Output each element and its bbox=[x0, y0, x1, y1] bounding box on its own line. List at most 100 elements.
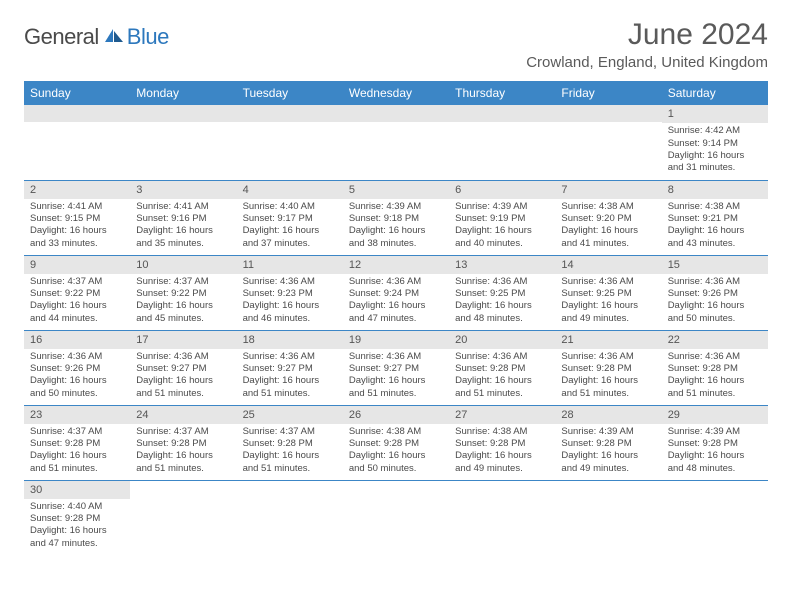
daylight-text-2: and 40 minutes. bbox=[455, 238, 549, 250]
calendar-day-cell: 16Sunrise: 4:36 AMSunset: 9:26 PMDayligh… bbox=[24, 330, 130, 405]
sunset-text: Sunset: 9:21 PM bbox=[668, 213, 762, 225]
day-details: Sunrise: 4:39 AMSunset: 9:28 PMDaylight:… bbox=[662, 424, 768, 479]
calendar-day-cell: 24Sunrise: 4:37 AMSunset: 9:28 PMDayligh… bbox=[130, 405, 236, 480]
sunset-text: Sunset: 9:19 PM bbox=[455, 213, 549, 225]
sunrise-text: Sunrise: 4:36 AM bbox=[349, 351, 443, 363]
weekday-header-row: Sunday Monday Tuesday Wednesday Thursday… bbox=[24, 81, 768, 105]
sunset-text: Sunset: 9:14 PM bbox=[668, 138, 762, 150]
sunrise-text: Sunrise: 4:40 AM bbox=[30, 501, 124, 513]
day-number bbox=[24, 105, 130, 122]
sunset-text: Sunset: 9:25 PM bbox=[561, 288, 655, 300]
day-number: 26 bbox=[343, 406, 449, 424]
weekday-header: Thursday bbox=[449, 81, 555, 105]
sunset-text: Sunset: 9:23 PM bbox=[243, 288, 337, 300]
day-number: 6 bbox=[449, 181, 555, 199]
sunset-text: Sunset: 9:20 PM bbox=[561, 213, 655, 225]
weekday-header: Friday bbox=[555, 81, 661, 105]
daylight-text-1: Daylight: 16 hours bbox=[30, 525, 124, 537]
day-number: 16 bbox=[24, 331, 130, 349]
day-details: Sunrise: 4:41 AMSunset: 9:16 PMDaylight:… bbox=[130, 199, 236, 254]
day-details: Sunrise: 4:40 AMSunset: 9:28 PMDaylight:… bbox=[24, 499, 130, 554]
calendar-day-cell: 14Sunrise: 4:36 AMSunset: 9:25 PMDayligh… bbox=[555, 255, 661, 330]
calendar-week-row: 23Sunrise: 4:37 AMSunset: 9:28 PMDayligh… bbox=[24, 405, 768, 480]
calendar-day-cell: 6Sunrise: 4:39 AMSunset: 9:19 PMDaylight… bbox=[449, 180, 555, 255]
calendar-day-cell: 26Sunrise: 4:38 AMSunset: 9:28 PMDayligh… bbox=[343, 405, 449, 480]
sunrise-text: Sunrise: 4:37 AM bbox=[136, 276, 230, 288]
sunset-text: Sunset: 9:22 PM bbox=[136, 288, 230, 300]
day-details: Sunrise: 4:36 AMSunset: 9:23 PMDaylight:… bbox=[237, 274, 343, 329]
calendar-week-row: 1Sunrise: 4:42 AMSunset: 9:14 PMDaylight… bbox=[24, 105, 768, 180]
day-number: 4 bbox=[237, 181, 343, 199]
calendar-day-cell bbox=[24, 105, 130, 180]
calendar-day-cell: 3Sunrise: 4:41 AMSunset: 9:16 PMDaylight… bbox=[130, 180, 236, 255]
day-details: Sunrise: 4:37 AMSunset: 9:22 PMDaylight:… bbox=[24, 274, 130, 329]
brand-part2: Blue bbox=[127, 24, 169, 50]
daylight-text-1: Daylight: 16 hours bbox=[243, 375, 337, 387]
day-number: 29 bbox=[662, 406, 768, 424]
brand-logo: General Blue bbox=[24, 18, 169, 50]
day-details: Sunrise: 4:36 AMSunset: 9:28 PMDaylight:… bbox=[555, 349, 661, 404]
day-number: 5 bbox=[343, 181, 449, 199]
daylight-text-2: and 47 minutes. bbox=[349, 313, 443, 325]
day-details: Sunrise: 4:37 AMSunset: 9:22 PMDaylight:… bbox=[130, 274, 236, 329]
day-number: 17 bbox=[130, 331, 236, 349]
day-details: Sunrise: 4:38 AMSunset: 9:28 PMDaylight:… bbox=[343, 424, 449, 479]
sunset-text: Sunset: 9:16 PM bbox=[136, 213, 230, 225]
calendar-day-cell: 29Sunrise: 4:39 AMSunset: 9:28 PMDayligh… bbox=[662, 405, 768, 480]
daylight-text-1: Daylight: 16 hours bbox=[349, 225, 443, 237]
day-number: 21 bbox=[555, 331, 661, 349]
day-details: Sunrise: 4:36 AMSunset: 9:27 PMDaylight:… bbox=[130, 349, 236, 404]
day-number: 27 bbox=[449, 406, 555, 424]
calendar-day-cell bbox=[343, 480, 449, 555]
day-details: Sunrise: 4:36 AMSunset: 9:27 PMDaylight:… bbox=[237, 349, 343, 404]
daylight-text-1: Daylight: 16 hours bbox=[136, 300, 230, 312]
calendar-day-cell bbox=[449, 105, 555, 180]
daylight-text-1: Daylight: 16 hours bbox=[243, 450, 337, 462]
daylight-text-1: Daylight: 16 hours bbox=[668, 225, 762, 237]
daylight-text-2: and 51 minutes. bbox=[455, 388, 549, 400]
day-number: 7 bbox=[555, 181, 661, 199]
calendar-day-cell bbox=[343, 105, 449, 180]
daylight-text-2: and 51 minutes. bbox=[30, 463, 124, 475]
calendar-day-cell: 5Sunrise: 4:39 AMSunset: 9:18 PMDaylight… bbox=[343, 180, 449, 255]
daylight-text-1: Daylight: 16 hours bbox=[668, 150, 762, 162]
calendar-table: Sunday Monday Tuesday Wednesday Thursday… bbox=[24, 81, 768, 555]
day-details: Sunrise: 4:36 AMSunset: 9:24 PMDaylight:… bbox=[343, 274, 449, 329]
day-details: Sunrise: 4:37 AMSunset: 9:28 PMDaylight:… bbox=[24, 424, 130, 479]
calendar-day-cell: 12Sunrise: 4:36 AMSunset: 9:24 PMDayligh… bbox=[343, 255, 449, 330]
sunset-text: Sunset: 9:17 PM bbox=[243, 213, 337, 225]
daylight-text-1: Daylight: 16 hours bbox=[349, 300, 443, 312]
sunrise-text: Sunrise: 4:37 AM bbox=[30, 276, 124, 288]
sunrise-text: Sunrise: 4:37 AM bbox=[136, 426, 230, 438]
day-number: 19 bbox=[343, 331, 449, 349]
daylight-text-1: Daylight: 16 hours bbox=[455, 375, 549, 387]
day-number: 25 bbox=[237, 406, 343, 424]
calendar-day-cell: 19Sunrise: 4:36 AMSunset: 9:27 PMDayligh… bbox=[343, 330, 449, 405]
title-block: June 2024 Crowland, England, United King… bbox=[526, 18, 768, 71]
sunrise-text: Sunrise: 4:36 AM bbox=[561, 351, 655, 363]
daylight-text-2: and 47 minutes. bbox=[30, 538, 124, 550]
daylight-text-2: and 35 minutes. bbox=[136, 238, 230, 250]
sunrise-text: Sunrise: 4:38 AM bbox=[668, 201, 762, 213]
weekday-header: Tuesday bbox=[237, 81, 343, 105]
day-number: 13 bbox=[449, 256, 555, 274]
daylight-text-2: and 31 minutes. bbox=[668, 162, 762, 174]
weekday-header: Sunday bbox=[24, 81, 130, 105]
day-number: 30 bbox=[24, 481, 130, 499]
daylight-text-2: and 38 minutes. bbox=[349, 238, 443, 250]
day-details: Sunrise: 4:39 AMSunset: 9:28 PMDaylight:… bbox=[555, 424, 661, 479]
sunrise-text: Sunrise: 4:38 AM bbox=[455, 426, 549, 438]
calendar-day-cell: 30Sunrise: 4:40 AMSunset: 9:28 PMDayligh… bbox=[24, 480, 130, 555]
calendar-day-cell: 28Sunrise: 4:39 AMSunset: 9:28 PMDayligh… bbox=[555, 405, 661, 480]
daylight-text-2: and 50 minutes. bbox=[30, 388, 124, 400]
daylight-text-1: Daylight: 16 hours bbox=[561, 450, 655, 462]
sunrise-text: Sunrise: 4:36 AM bbox=[455, 351, 549, 363]
daylight-text-2: and 51 minutes. bbox=[136, 388, 230, 400]
daylight-text-2: and 41 minutes. bbox=[561, 238, 655, 250]
daylight-text-1: Daylight: 16 hours bbox=[455, 450, 549, 462]
day-details: Sunrise: 4:36 AMSunset: 9:25 PMDaylight:… bbox=[555, 274, 661, 329]
sunset-text: Sunset: 9:27 PM bbox=[136, 363, 230, 375]
daylight-text-2: and 51 minutes. bbox=[136, 463, 230, 475]
location-label: Crowland, England, United Kingdom bbox=[526, 54, 768, 71]
page-header: General Blue June 2024 Crowland, England… bbox=[24, 18, 768, 71]
